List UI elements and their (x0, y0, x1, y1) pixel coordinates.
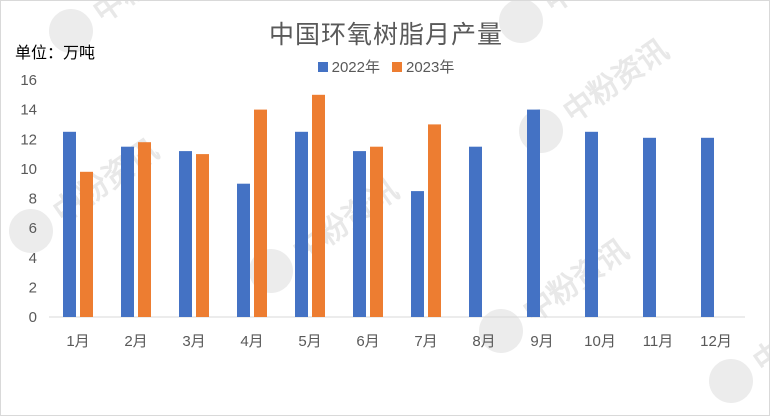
x-tick-label: 7月 (414, 333, 437, 350)
bar-2022 (295, 131, 308, 317)
bar-2023 (196, 154, 209, 317)
bar-2023 (254, 109, 267, 317)
watermark-logo-icon (709, 359, 753, 403)
bar-2022 (121, 146, 134, 317)
chart-title: 中国环氧树脂月产量 (268, 20, 503, 49)
x-tick-label: 9月 (530, 333, 553, 350)
bar-2022 (469, 146, 482, 317)
legend-item-2022: 2022年 (317, 56, 380, 77)
legend-item-2023: 2023年 (392, 56, 454, 77)
bar-2023 (428, 124, 441, 318)
y-tick-label: 16 (20, 72, 37, 89)
watermark-text: 中粉资讯 (747, 283, 769, 380)
legend-label-2022: 2022年 (331, 59, 380, 76)
x-tick-label: 1月 (66, 333, 89, 350)
bar-2022 (237, 183, 250, 317)
x-tick-label: 2月 (124, 333, 147, 350)
bar-2022 (643, 137, 656, 317)
legend-swatch-2022 (317, 61, 328, 72)
x-tick-label: 11月 (643, 333, 674, 350)
x-tick-label: 6月 (356, 333, 379, 350)
bar-2022 (585, 131, 598, 317)
x-tick-label: 10月 (584, 333, 616, 350)
x-tick-label: 4月 (240, 333, 263, 350)
x-tick-label: 8月 (472, 333, 495, 350)
bar-2022 (701, 137, 714, 317)
y-tick-label: 10 (20, 161, 37, 178)
legend-label-2023: 2023年 (406, 59, 455, 76)
x-tick-label: 12月 (700, 333, 732, 350)
bar-2023 (312, 94, 325, 317)
y-tick-label: 12 (20, 131, 37, 148)
legend: 2022年 2023年 (1, 56, 769, 77)
y-tick-label: 2 (29, 279, 37, 296)
watermark-logo-icon (9, 209, 53, 253)
watermark-logo-icon (49, 9, 93, 53)
bar-2022 (411, 191, 424, 317)
watermark-logo-icon (479, 309, 523, 353)
unit-label: 单位：万吨 (15, 43, 96, 62)
watermark-logo-icon (499, 1, 543, 43)
legend-swatch-2023 (392, 61, 402, 72)
x-tick-label: 5月 (298, 333, 321, 350)
y-tick-label: 4 (29, 250, 37, 267)
bar-2023 (370, 146, 383, 317)
y-tick-label: 8 (29, 191, 37, 208)
bar-2023 (80, 171, 93, 317)
y-tick-label: 0 (29, 309, 37, 326)
bar-2023 (138, 142, 151, 317)
y-tick-label: 14 (20, 102, 37, 119)
y-tick-label: 6 (29, 220, 37, 237)
bar-2022 (353, 151, 366, 317)
bar-2022 (527, 109, 540, 317)
x-tick-label: 3月 (182, 333, 205, 350)
bar-2022 (63, 131, 76, 317)
bar-2022 (179, 151, 192, 317)
